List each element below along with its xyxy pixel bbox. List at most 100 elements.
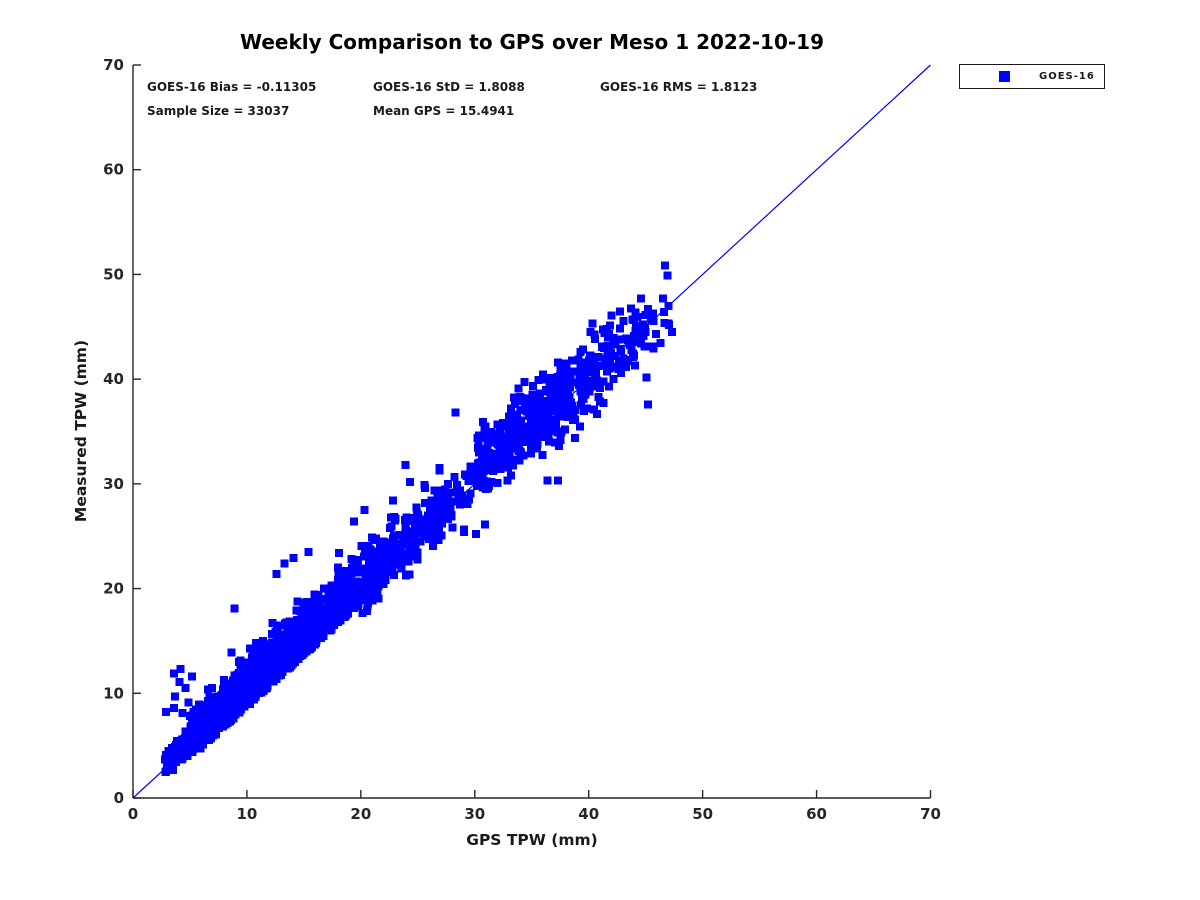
scatter-point <box>495 443 504 452</box>
one-to-one-reference-line <box>132 64 931 799</box>
scatter-point <box>569 415 578 424</box>
scatter-point <box>611 352 619 361</box>
scatter-point <box>397 561 405 570</box>
scatter-point <box>528 390 537 399</box>
scatter-point <box>436 491 445 500</box>
scatter-point <box>510 400 519 409</box>
scatter-point <box>563 412 572 421</box>
scatter-point <box>293 616 302 625</box>
scatter-point <box>367 574 376 582</box>
scatter-point <box>391 514 400 523</box>
scatter-point <box>554 409 563 418</box>
scatter-point <box>571 406 580 415</box>
scatter-point <box>625 339 634 348</box>
scatter-point <box>404 556 412 565</box>
scatter-point <box>659 308 668 317</box>
scatter-point <box>574 355 583 364</box>
scatter-point <box>350 517 358 526</box>
scatter-point <box>556 435 565 444</box>
scatter-point <box>560 425 569 434</box>
scatter-point <box>443 480 452 488</box>
y-tick-label: 70 <box>103 56 124 74</box>
scatter-point <box>480 424 489 433</box>
x-axis-label: GPS TPW (mm) <box>466 831 598 849</box>
scatter-point <box>550 399 558 408</box>
scatter-point <box>589 382 598 391</box>
scatter-point <box>628 315 637 324</box>
scatter-point <box>259 687 268 696</box>
scatter-point <box>488 455 496 464</box>
scatter-point <box>483 450 492 459</box>
scatter-point <box>323 598 332 607</box>
scatter-point <box>202 718 211 727</box>
scatter-point <box>588 364 597 373</box>
scatter-point <box>549 417 557 426</box>
scatter-point <box>348 581 357 590</box>
scatter-point <box>262 641 271 650</box>
scatter-point <box>567 356 576 365</box>
scatter-point <box>504 463 513 472</box>
scatter-point <box>234 698 243 707</box>
scatter-point <box>609 334 618 342</box>
scatter-point <box>304 547 313 556</box>
scatter-point <box>245 688 254 697</box>
scatter-point <box>596 384 604 393</box>
scatter-point <box>536 406 545 415</box>
scatter-point <box>501 432 510 441</box>
scatter-point <box>283 654 292 663</box>
scatter-point <box>466 489 475 498</box>
scatter-point <box>631 327 640 335</box>
scatter-point <box>347 569 356 578</box>
scatter-point <box>360 552 369 561</box>
scatter-point <box>233 670 242 679</box>
scatter-point <box>264 667 273 676</box>
scatter-point <box>561 359 570 368</box>
scatter-point <box>315 633 323 642</box>
scatter-point <box>407 528 416 537</box>
scatter-point <box>377 578 386 587</box>
scatter-point <box>435 463 444 472</box>
scatter-point <box>632 338 641 347</box>
scatter-point <box>338 581 347 590</box>
scatter-point <box>556 365 565 374</box>
scatter-point <box>591 369 600 378</box>
scatter-point <box>478 447 487 456</box>
scatter-point <box>341 588 350 597</box>
scatter-point <box>297 642 305 651</box>
scatter-point <box>296 607 305 616</box>
scatter-point <box>434 527 443 535</box>
scatter-point <box>372 556 381 565</box>
scatter-point <box>579 381 588 390</box>
scatter-point <box>615 335 623 344</box>
scatter-point <box>526 440 535 449</box>
scatter-point <box>428 541 437 550</box>
scatter-point <box>497 459 505 468</box>
scatter-point <box>503 476 512 485</box>
scatter-point <box>594 362 603 371</box>
scatter-point <box>289 648 298 657</box>
scatter-point <box>270 649 278 658</box>
scatter-point <box>523 407 532 416</box>
scatter-point <box>401 571 410 580</box>
scatter-point <box>629 352 638 361</box>
scatter-point <box>291 640 300 649</box>
scatter-point <box>527 449 536 458</box>
scatter-point <box>240 692 249 701</box>
scatter-point <box>164 760 173 769</box>
scatter-point <box>225 687 233 696</box>
scatter-point <box>509 461 517 470</box>
scatter-point <box>324 590 333 599</box>
scatter-point <box>451 488 460 497</box>
scatter-point <box>172 755 181 764</box>
y-tick-label: 40 <box>103 370 124 388</box>
y-tick-label: 30 <box>103 475 124 493</box>
scatter-point <box>579 371 587 380</box>
scatter-point <box>283 621 291 630</box>
scatter-point <box>376 562 385 571</box>
scatter-point <box>162 708 170 717</box>
scatter-point <box>614 357 623 365</box>
scatter-point <box>517 448 526 457</box>
scatter-point <box>268 673 277 682</box>
